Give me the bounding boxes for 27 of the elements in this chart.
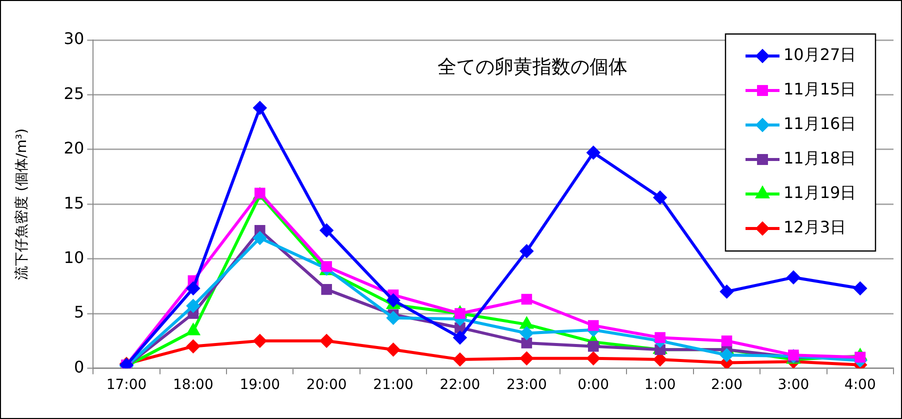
x-tick-label: 2:00 (711, 377, 742, 394)
legend-label: 10月27日 (784, 45, 856, 64)
y-tick-label: 15 (64, 193, 84, 212)
legend-label: 11月15日 (784, 80, 856, 99)
y-tick-label: 20 (64, 138, 84, 158)
y-tick-label: 5 (74, 302, 84, 322)
x-tick-label: 23:00 (506, 377, 547, 394)
x-tick-label: 17:00 (106, 377, 147, 394)
y-tick-label: 30 (64, 29, 84, 48)
legend-label: 11月18日 (784, 148, 856, 168)
legend-label: 11月16日 (784, 114, 856, 134)
text: 全ての卵黄指数の個体 (437, 56, 628, 78)
x-tick-label: 18:00 (173, 377, 214, 394)
x-tick-label: 19:00 (240, 377, 280, 394)
y-axis-title: 流下仔魚密度 (個体/m³) (14, 128, 30, 280)
legend-label: 11月19日 (784, 183, 856, 202)
y-tick-label: 0 (74, 357, 84, 376)
x-tick-label: 20:00 (306, 377, 347, 394)
x-tick-label: 1:00 (644, 377, 676, 394)
x-tick-label: 3:00 (778, 377, 810, 394)
y-tick-label: 10 (64, 248, 84, 267)
x-tick-label: 21:00 (373, 377, 414, 394)
x-tick-label: 0:00 (578, 377, 610, 394)
legend-label: 12月3日 (784, 218, 846, 237)
x-tick-label: 22:00 (440, 377, 480, 394)
x-tick-label: 4:00 (844, 377, 876, 394)
y-tick-label: 25 (64, 84, 84, 103)
